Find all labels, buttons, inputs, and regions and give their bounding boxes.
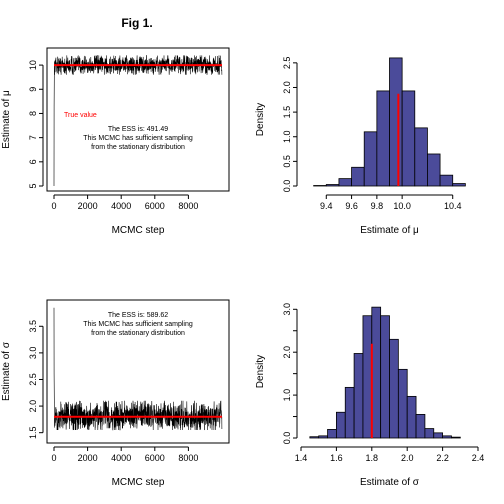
hist-sigma-bar [433,432,444,439]
hist-sigma-x-tick-label: 2.2 [436,453,449,463]
trace-mu-y-tick-label: 10 [28,60,38,70]
hist-mu-x-tick-label: 10.4 [444,201,462,211]
trace-sigma-x-tick-label: 4000 [111,453,131,463]
hist-mu-y-tick-label: 1.0 [282,130,292,143]
trace-sigma-ylabel: Estimate of σ [1,341,12,401]
hist-mu-x-tick-label: 9.8 [371,201,384,211]
hist-mu-bar [414,127,428,187]
hist-sigma-x-tick-label: 1.4 [295,453,308,463]
hist-sigma-bar [380,315,390,439]
hist-sigma-bar [353,353,364,439]
trace-sigma-ess-annotation: This MCMC has sufficient sampling [83,321,193,328]
hist-mu-bar [363,131,378,187]
hist-mu-bar [439,174,454,187]
trace-mu-y-tick-label: 5 [28,183,38,188]
trace-sigma-y-tick-label: 1.5 [28,426,38,439]
trace-mu-ess-annotation: This MCMC has sufficient sampling [83,135,193,142]
hist-sigma-x-tick-label: 1.8 [366,453,379,463]
hist-mu-y-tick-label: 0.5 [282,155,292,168]
hist-sigma-y-tick-label: 3.0 [282,303,292,316]
hist-sigma-bar [389,338,399,439]
hist-mu-x-tick-label: 10.0 [393,201,411,211]
trace-sigma-x-tick-label: 6000 [145,453,165,463]
hist-mu-bar [338,178,352,187]
hist-sigma-xlabel: Estimate of σ [360,477,420,488]
hist-mu-bar [376,90,390,187]
trace-mu-ess-annotation: The ESS is: 491.49 [108,126,168,133]
trace-mu-x-tick-label: 0 [51,201,56,211]
hist-sigma-bar [415,414,426,439]
hist-mu-bar [325,184,340,187]
hist-sigma-bar [406,395,417,439]
trace-sigma-y-tick-label: 2.0 [28,400,38,413]
hist-sigma-bar [397,368,408,439]
hist-sigma-bar [362,315,373,439]
hist-sigma-bar [327,429,337,439]
trace-sigma-trace-line [53,307,223,431]
trace-sigma-y-tick-label: 3.0 [28,347,38,360]
hist-mu-x-tick-label: 9.6 [345,201,358,211]
figure-title: Fig 1. [121,16,152,30]
hist-sigma-x-tick-label: 2.0 [401,453,414,463]
hist-sigma-y-tick-label: 2.0 [282,346,292,359]
hist-sigma-x-tick-label: 1.6 [330,453,343,463]
hist-sigma-x-tick-label: 2.4 [472,453,485,463]
hist-sigma-panel: 1.4 1.6 1.8 2.0 2.2 2.4 0.0 1.0 2.0 3.0 Estimate o… [255,303,484,488]
hist-sigma-bar [371,306,382,439]
trace-sigma-x-tick-label: 0 [51,453,56,463]
hist-mu-y-tick-label: 0.0 [282,180,292,193]
hist-mu-y-tick-label: 2.5 [282,57,292,70]
hist-sigma-bar [424,428,435,439]
trace-mu-ylabel: Estimate of μ [1,90,12,149]
trace-mu-xlabel: MCMC step [112,225,165,236]
hist-mu-ylabel: Density [255,103,266,136]
hist-sigma-bar [309,436,320,439]
hist-mu-bar [401,90,416,187]
trace-mu-true-value-label: True value [64,112,97,119]
trace-sigma-panel: 0 2000 4000 6000 8000 1.5 2.0 2.5 3.0 3.5 MCMC ste… [1,299,230,488]
trace-mu-x-tick-label: 8000 [178,201,198,211]
hist-mu-bar [427,153,441,187]
trace-mu-x-tick-label: 6000 [145,201,165,211]
trace-mu-y-tick-label: 9 [28,87,38,92]
trace-sigma-x-tick-label: 2000 [78,453,98,463]
panels: 0 2000 4000 6000 8000 5 6 7 8 9 10 MCMC step Estimat… [1,47,484,488]
hist-mu-y-tick-label: 1.5 [282,106,292,119]
hist-sigma-bar [442,435,452,439]
trace-mu-y-tick-label: 8 [28,111,38,116]
trace-sigma-x-tick-label: 8000 [178,453,198,463]
trace-sigma-ess-annotation: from the stationary distribution [91,330,185,337]
hist-sigma-y-tick-label: 0.0 [282,432,292,445]
trace-mu-y-tick-label: 6 [28,159,38,164]
hist-mu-x-tick-label: 9.4 [320,201,333,211]
hist-sigma-bar [451,436,461,439]
trace-mu-panel: 0 2000 4000 6000 8000 5 6 7 8 9 10 MCMC step Estimat… [1,47,230,236]
hist-mu-bar [452,183,466,187]
hist-sigma-bar [335,411,346,439]
hist-mu-bar [389,57,403,187]
trace-mu-x-tick-label: 4000 [111,201,131,211]
trace-mu-frame [46,47,230,192]
hist-sigma-bar [318,435,328,439]
trace-sigma-y-tick-label: 3.5 [28,320,38,333]
hist-sigma-ylabel: Density [255,355,266,388]
trace-mu-trace-line [53,55,223,187]
trace-mu-y-tick-label: 7 [28,135,38,140]
hist-sigma-bar [344,386,355,439]
trace-mu-ess-annotation: from the stationary distribution [91,144,185,151]
trace-sigma-xlabel: MCMC step [112,477,165,488]
trace-sigma-ess-annotation: The ESS is: 589.62 [108,312,168,319]
trace-mu-x-tick-label: 2000 [78,201,98,211]
trace-sigma-frame [46,299,230,444]
trace-sigma-y-tick-label: 2.5 [28,373,38,386]
hist-mu-xlabel: Estimate of μ [360,225,419,236]
hist-mu-panel: 9.4 9.6 9.8 10.0 10.4 0.0 0.5 1.0 1.5 2.0 2.5 Estim… [255,57,466,236]
hist-mu-bar [351,166,365,187]
hist-mu-y-tick-label: 2.0 [282,81,292,94]
hist-sigma-y-tick-label: 1.0 [282,389,292,402]
